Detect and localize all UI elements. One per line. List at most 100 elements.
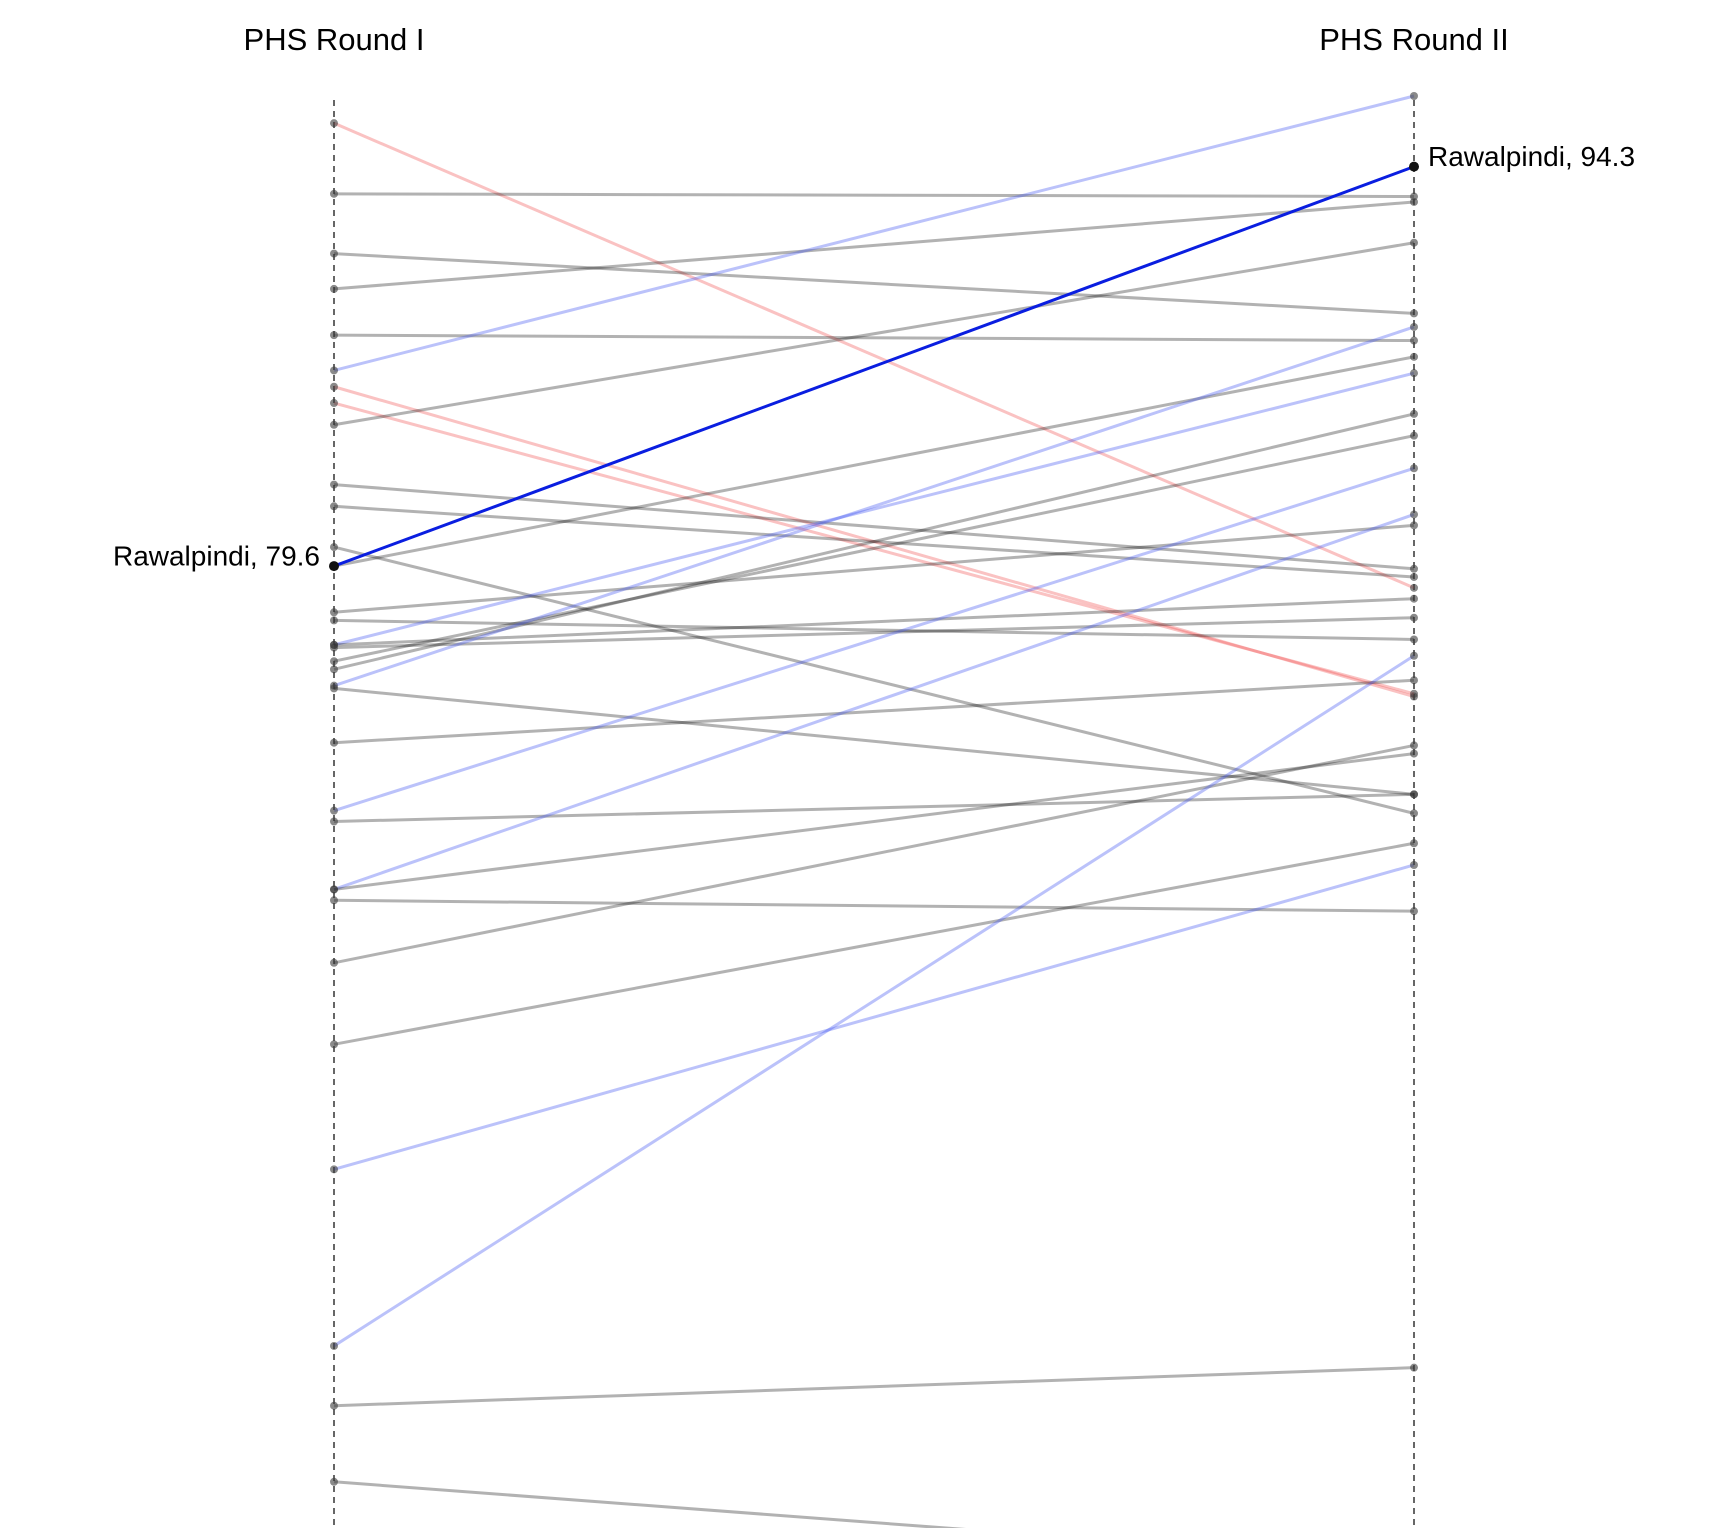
point	[330, 1341, 338, 1350]
point	[1410, 594, 1418, 603]
slope-line	[333, 371, 1415, 647]
slope-line	[333, 654, 1415, 1348]
slope-line	[333, 898, 1415, 913]
point	[330, 684, 338, 693]
slope-line	[333, 616, 1415, 650]
point	[330, 806, 338, 815]
slope-line	[333, 1480, 966, 1528]
slope-line	[333, 333, 1415, 343]
point	[330, 399, 338, 408]
point	[330, 119, 338, 128]
slope-line	[333, 401, 1415, 696]
slope-line	[333, 355, 1415, 568]
slope-line	[333, 597, 1415, 647]
point	[330, 885, 338, 894]
point	[1410, 409, 1418, 418]
value-label: Rawalpindi, 94.3	[1428, 141, 1635, 172]
point	[1410, 309, 1418, 318]
point	[1410, 839, 1418, 848]
point	[1410, 809, 1418, 818]
slope-line	[333, 841, 1415, 1046]
slope-line	[333, 752, 1415, 891]
point	[330, 1477, 338, 1486]
point	[1410, 197, 1418, 206]
point	[330, 665, 338, 674]
slope-line	[333, 513, 1415, 891]
point	[1410, 352, 1418, 361]
point	[1410, 907, 1418, 916]
slope-line	[333, 483, 1415, 571]
point	[1410, 238, 1418, 247]
point	[1410, 572, 1418, 581]
point	[330, 640, 338, 649]
slope-line	[333, 241, 1415, 427]
point	[1410, 651, 1418, 660]
slope-line	[333, 192, 1415, 199]
point	[1410, 583, 1418, 592]
point	[1410, 1363, 1418, 1372]
point	[1410, 741, 1418, 750]
point	[330, 331, 338, 340]
point	[330, 738, 338, 747]
slope-line	[333, 743, 1415, 965]
slope-line	[333, 545, 1415, 815]
axis-title: PHS Round II	[1319, 22, 1509, 57]
point	[330, 616, 338, 625]
point	[1410, 336, 1418, 345]
point	[330, 1165, 338, 1174]
slope-line	[333, 121, 1415, 590]
value-label: Rawalpindi, 79.6	[113, 540, 320, 571]
slope-line	[333, 678, 1415, 745]
slope-line	[333, 165, 1415, 568]
point	[330, 480, 338, 489]
point	[330, 502, 338, 511]
point	[1410, 431, 1418, 440]
slope-line	[333, 618, 1415, 641]
point	[1410, 790, 1418, 799]
point	[330, 657, 338, 666]
point	[330, 1040, 338, 1049]
point	[1410, 521, 1418, 530]
point	[1410, 322, 1418, 331]
slope-line	[333, 325, 1415, 688]
point	[330, 1401, 338, 1410]
slope-line	[333, 252, 1415, 315]
point	[330, 366, 338, 375]
point	[1410, 689, 1418, 698]
point	[330, 382, 338, 391]
slope-line	[333, 863, 1415, 1171]
slope-line	[333, 385, 1415, 698]
point	[1410, 860, 1418, 869]
slope-line	[333, 200, 1415, 291]
slope-line	[333, 1366, 1415, 1408]
point	[330, 958, 338, 967]
point	[330, 543, 338, 552]
point	[1410, 369, 1418, 378]
point	[330, 284, 338, 293]
point	[330, 249, 338, 258]
point	[1410, 635, 1418, 644]
point	[1410, 92, 1418, 100]
slope-line	[333, 792, 1415, 824]
point	[1410, 564, 1418, 573]
point	[330, 608, 338, 617]
slope-line	[333, 434, 1415, 663]
slope-line	[333, 523, 1415, 614]
point	[330, 420, 338, 429]
slope-line	[333, 504, 1415, 579]
point	[329, 561, 339, 572]
point	[1410, 676, 1418, 685]
point	[1410, 464, 1418, 473]
slope-line	[333, 686, 1415, 796]
point	[1409, 161, 1419, 172]
slope-line	[333, 94, 1415, 372]
point	[330, 896, 338, 905]
axis-title: PHS Round I	[244, 22, 425, 57]
slope-line	[333, 412, 1415, 671]
slope-line	[333, 466, 1415, 813]
point	[330, 817, 338, 826]
point	[1410, 613, 1418, 622]
point	[330, 189, 338, 198]
